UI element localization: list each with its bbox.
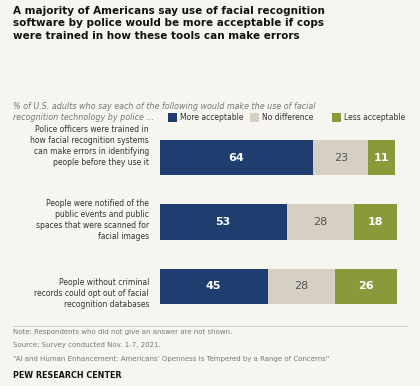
Text: % of U.S. adults who say each of the following would make the use of facial
reco: % of U.S. adults who say each of the fol… xyxy=(13,102,315,122)
Bar xyxy=(160,204,287,240)
Text: 18: 18 xyxy=(368,217,383,227)
Bar xyxy=(268,269,335,304)
Text: Note: Respondents who did not give an answer are not shown.: Note: Respondents who did not give an an… xyxy=(13,329,232,335)
Text: 64: 64 xyxy=(228,152,244,163)
Text: Source: Survey conducted Nov. 1-7, 2021.: Source: Survey conducted Nov. 1-7, 2021. xyxy=(13,342,160,349)
Bar xyxy=(287,204,354,240)
Text: 53: 53 xyxy=(215,217,231,227)
Bar xyxy=(368,140,395,175)
Bar xyxy=(160,269,268,304)
Text: “AI and Human Enhancement: Americans’ Openness Is Tempered by a Range of Concern: “AI and Human Enhancement: Americans’ Op… xyxy=(13,356,329,362)
Text: People were notified of the
public events and public
spaces that were scanned fo: People were notified of the public event… xyxy=(36,199,149,241)
Bar xyxy=(313,140,368,175)
Text: Less acceptable: Less acceptable xyxy=(344,113,405,122)
Text: People without criminal
records could opt out of facial
recognition databases: People without criminal records could op… xyxy=(34,278,149,309)
Text: Police officers were trained in
how facial recognition systems
can make errors i: Police officers were trained in how faci… xyxy=(30,125,149,167)
Text: More acceptable: More acceptable xyxy=(180,113,243,122)
Bar xyxy=(354,204,397,240)
Text: 28: 28 xyxy=(313,217,328,227)
Text: 28: 28 xyxy=(294,281,308,291)
Text: PEW RESEARCH CENTER: PEW RESEARCH CENTER xyxy=(13,371,121,379)
Text: 45: 45 xyxy=(206,281,221,291)
Bar xyxy=(335,269,397,304)
Bar xyxy=(160,140,313,175)
Text: A majority of Americans say use of facial recognition
software by police would b: A majority of Americans say use of facia… xyxy=(13,6,325,41)
Text: No difference: No difference xyxy=(262,113,313,122)
Text: 11: 11 xyxy=(374,152,389,163)
Text: 23: 23 xyxy=(334,152,348,163)
Text: 26: 26 xyxy=(358,281,374,291)
